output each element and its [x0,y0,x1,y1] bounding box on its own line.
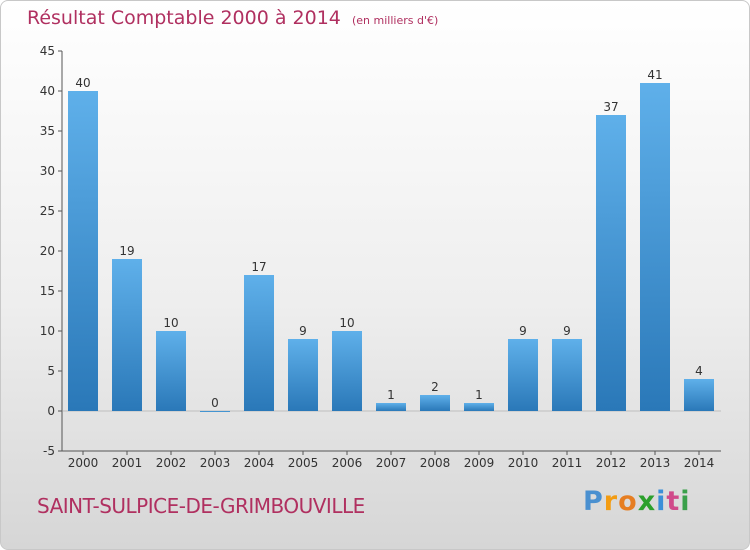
value-label-2013: 41 [647,68,662,82]
x-tick-label-2002: 2002 [156,456,187,470]
value-label-2002: 10 [163,316,178,330]
bar-2012 [596,115,626,411]
bar-2005 [288,339,318,411]
y-tick-label: 10 [40,324,55,338]
bar-2009 [464,403,494,411]
value-label-2008: 2 [431,380,439,394]
value-label-2005: 9 [299,324,307,338]
y-tick-label: 0 [47,404,55,418]
y-tick-label: 15 [40,284,55,298]
value-label-2006: 10 [339,316,354,330]
y-tick-label: 20 [40,244,55,258]
x-tick-label-2003: 2003 [200,456,231,470]
y-tick-label: 30 [40,164,55,178]
proxiti-logo: Proxiti [583,486,691,517]
x-tick-label-2006: 2006 [332,456,363,470]
x-tick-label-2012: 2012 [596,456,627,470]
y-tick-label: -5 [43,444,55,458]
commune-name: SAINT-SULPICE-DE-GRIMBOUVILLE [37,494,365,518]
y-tick-label: 5 [47,364,55,378]
y-tick-label: 40 [40,84,55,98]
y-tick-label: 25 [40,204,55,218]
x-tick-label-2013: 2013 [640,456,671,470]
y-tick-label: 45 [40,44,55,58]
bar-2007 [376,403,406,411]
x-tick-label-2000: 2000 [68,456,99,470]
x-tick-label-2011: 2011 [552,456,583,470]
bars-group [68,83,714,412]
labels-group: 2000402001192002102003020041720059200610… [68,68,715,470]
bar-2013 [640,83,670,411]
chart-subtitle: (en milliers d'€) [351,14,439,27]
bar-2006 [332,331,362,411]
value-label-2011: 9 [563,324,571,338]
value-label-2003: 0 [211,396,219,410]
x-tick-label-2004: 2004 [244,456,275,470]
value-label-2010: 9 [519,324,527,338]
value-label-2001: 19 [119,244,134,258]
x-tick-label-2010: 2010 [508,456,539,470]
bar-2008 [420,395,450,411]
value-label-2007: 1 [387,388,395,402]
bar-2004 [244,275,274,411]
x-tick-label-2005: 2005 [288,456,319,470]
chart-title-block: Résultat Comptable 2000 à 2014 (en milli… [27,7,438,29]
chart-title: Résultat Comptable 2000 à 2014 [27,7,341,29]
bar-2014 [684,379,714,411]
bar-2001 [112,259,142,411]
bar-2003 [200,411,230,412]
bar-2000 [68,91,98,411]
bar-2011 [552,339,582,411]
value-label-2004: 17 [251,260,266,274]
bar-2002 [156,331,186,411]
x-tick-label-2001: 2001 [112,456,143,470]
x-tick-label-2007: 2007 [376,456,407,470]
value-label-2014: 4 [695,364,703,378]
x-tick-label-2009: 2009 [464,456,495,470]
value-label-2009: 1 [475,388,483,402]
x-tick-label-2014: 2014 [684,456,715,470]
bar-2010 [508,339,538,411]
value-label-2000: 40 [75,76,90,90]
value-label-2012: 37 [603,100,618,114]
x-tick-label-2008: 2008 [420,456,451,470]
y-tick-label: 35 [40,124,55,138]
